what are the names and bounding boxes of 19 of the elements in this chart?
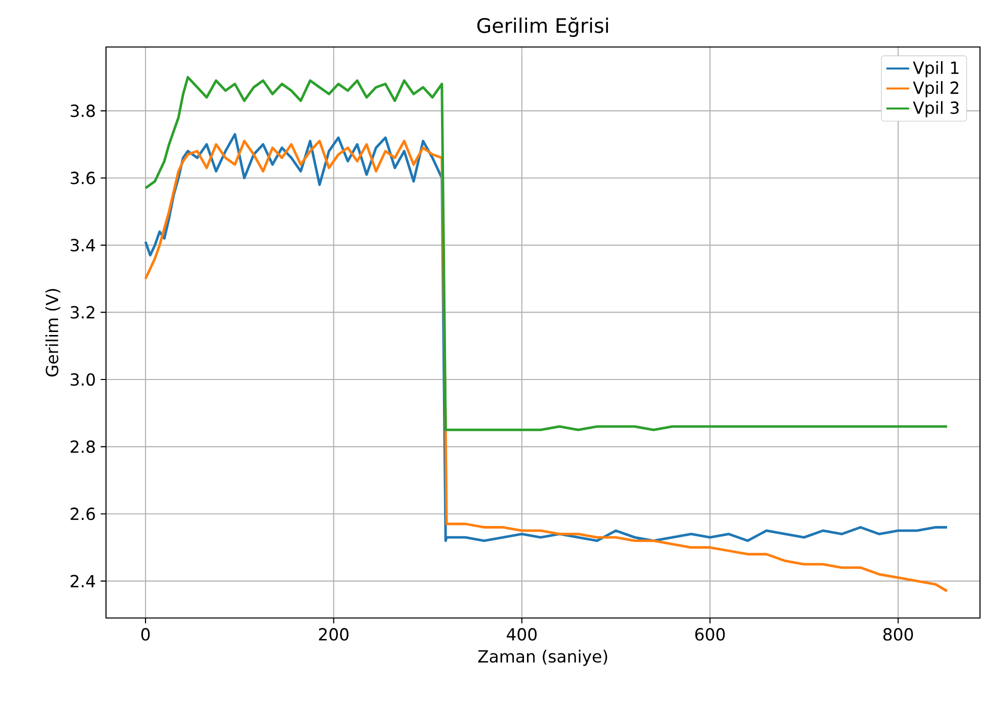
x-tick-label: 200 xyxy=(318,628,348,641)
y-tick-label: 2.6 xyxy=(70,508,95,520)
x-tick-label: 0 xyxy=(141,628,150,641)
chart-title: Gerilim Eğrisi xyxy=(477,17,608,37)
x-axis-title: Zaman (saniye) xyxy=(478,650,608,666)
legend-label: Vpil 3 xyxy=(912,101,959,118)
x-tick-label: 400 xyxy=(506,628,537,641)
y-tick-label: 3.6 xyxy=(70,172,95,184)
x-tick-label: 800 xyxy=(883,628,913,641)
legend-label: Vpil 2 xyxy=(912,81,958,98)
y-tick-label: 2.4 xyxy=(70,574,96,588)
legend-label: Vpil 1 xyxy=(912,61,958,78)
y-tick-label: 3.8 xyxy=(70,104,95,118)
y-axis-title: Gerilim (V) xyxy=(45,289,60,376)
y-tick-label: 3.2 xyxy=(70,306,94,319)
y-tick-label: 3.0 xyxy=(70,373,95,386)
x-tick-label: 600 xyxy=(695,628,725,641)
y-tick-label: 3.4 xyxy=(70,238,96,252)
y-tick-label: 2.8 xyxy=(70,440,95,453)
